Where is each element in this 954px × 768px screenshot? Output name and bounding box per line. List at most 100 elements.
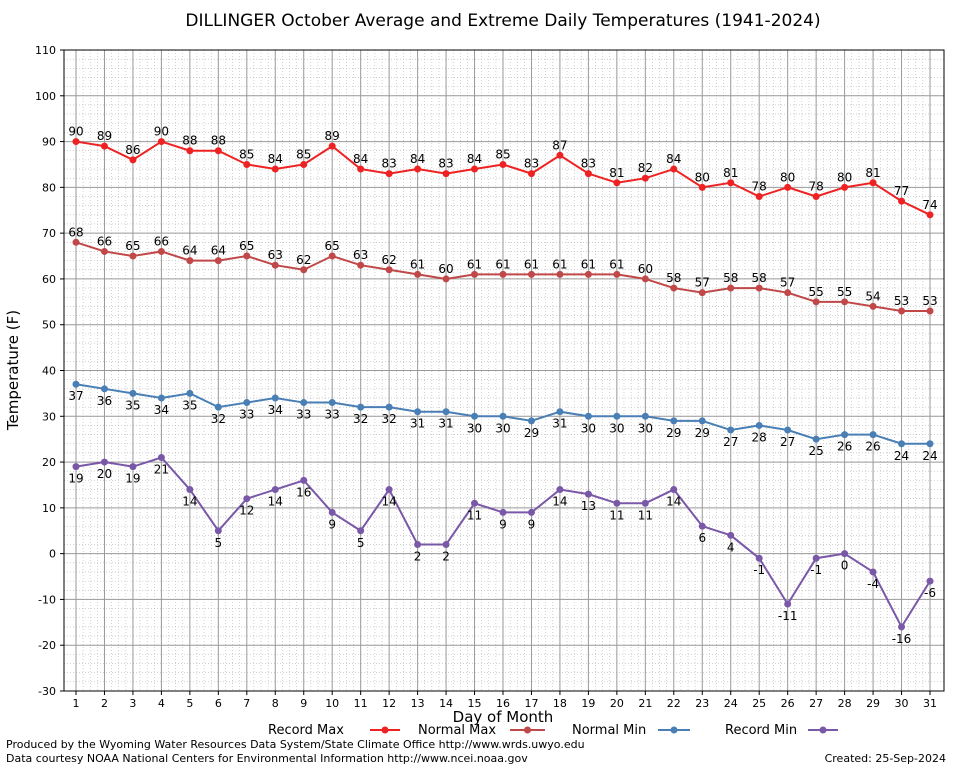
x-tick-label: 2 (101, 697, 108, 710)
data-label: 36 (97, 394, 112, 408)
data-point (385, 266, 393, 274)
data-label: 35 (125, 398, 140, 412)
data-point (186, 486, 194, 494)
data-point (271, 165, 279, 173)
x-tick-label: 15 (468, 697, 482, 710)
x-tick-label: 12 (382, 697, 396, 710)
data-point (157, 453, 165, 461)
data-point (812, 193, 820, 201)
data-label: 31 (410, 417, 425, 431)
data-label: 34 (268, 403, 283, 417)
data-point (471, 412, 479, 420)
data-label: 85 (296, 147, 311, 161)
data-label: 82 (638, 161, 653, 175)
y-tick-label: 80 (42, 181, 56, 194)
y-tick-label: 70 (42, 227, 56, 240)
data-label: 83 (524, 157, 539, 171)
data-point (357, 403, 365, 411)
data-label: 16 (296, 485, 311, 499)
data-label: 65 (125, 239, 140, 253)
data-label: 57 (695, 276, 710, 290)
x-tick-label: 3 (129, 697, 136, 710)
data-point (243, 495, 251, 503)
data-point (812, 298, 820, 306)
data-point (357, 165, 365, 173)
x-tick-label: 27 (809, 697, 823, 710)
data-point (471, 270, 479, 278)
data-label: 61 (581, 257, 596, 271)
data-label: 80 (780, 170, 795, 184)
y-tick-label: 90 (42, 136, 56, 149)
data-point (898, 440, 906, 448)
data-point (755, 193, 763, 201)
legend-marker (819, 726, 827, 734)
x-tick-label: 20 (610, 697, 624, 710)
data-label: 64 (211, 244, 226, 258)
data-point (556, 151, 564, 159)
data-point (556, 486, 564, 494)
data-label: 28 (752, 430, 767, 444)
data-label: -4 (867, 577, 879, 591)
data-point (72, 463, 80, 471)
x-tick-label: 16 (496, 697, 510, 710)
data-point (157, 247, 165, 255)
series-normal-min: 37 36 35 34 35 32 33 34 33 33 32 32 31 31 30 30 29 31 30 30… (68, 380, 938, 463)
data-label: 27 (780, 435, 795, 449)
data-label: 30 (495, 421, 510, 435)
data-point (357, 261, 365, 269)
data-label: 66 (97, 234, 112, 248)
data-point (414, 165, 422, 173)
data-point (300, 266, 308, 274)
data-point (613, 412, 621, 420)
legend-label: Normal Max (418, 723, 496, 738)
plot-frame (63, 49, 945, 692)
data-point (385, 486, 393, 494)
data-label: 14 (552, 495, 567, 509)
data-point (499, 160, 507, 168)
y-tick-label: 30 (42, 410, 56, 423)
data-label: 88 (182, 134, 197, 148)
data-label: 64 (182, 244, 197, 258)
y-tick-label: -10 (38, 593, 56, 606)
data-label: 30 (467, 421, 482, 435)
legend-label: Normal Min (572, 723, 646, 738)
y-tick-label: -20 (38, 639, 56, 652)
data-label: -1 (810, 563, 822, 577)
x-tick-label: 1 (73, 697, 80, 710)
data-label: 61 (609, 257, 624, 271)
series-record-min: 19 20 19 21 14 5 12 14 16 9 5 14 2 2 11 9 9 14 13 11 11 14 6 4 -… (68, 453, 936, 646)
data-label: 11 (467, 508, 482, 522)
data-point (641, 499, 649, 507)
x-tick-label: 22 (667, 697, 681, 710)
data-point (527, 508, 535, 516)
data-label: 60 (638, 262, 653, 276)
data-point (357, 527, 365, 535)
data-label: 62 (381, 253, 396, 267)
data-label: 62 (296, 253, 311, 267)
data-point (527, 170, 535, 178)
data-label: 20 (97, 467, 112, 481)
data-label: 34 (154, 403, 169, 417)
data-point (129, 463, 137, 471)
legend-label: Record Min (725, 723, 797, 738)
data-point (414, 408, 422, 416)
data-point (186, 147, 194, 155)
data-point (271, 261, 279, 269)
data-label: 33 (239, 408, 254, 422)
data-label: 84 (353, 152, 368, 166)
x-tick-label: 30 (895, 697, 909, 710)
x-tick-label: 18 (553, 697, 567, 710)
data-point (157, 394, 165, 402)
data-label: 29 (524, 426, 539, 440)
data-point (129, 252, 137, 260)
data-label: 86 (125, 143, 140, 157)
x-tick-label: 17 (524, 697, 538, 710)
data-point (243, 252, 251, 260)
data-point (186, 389, 194, 397)
data-point (186, 257, 194, 265)
data-point (584, 412, 592, 420)
data-label: 14 (666, 495, 681, 509)
data-point (841, 183, 849, 191)
data-label: 84 (268, 152, 283, 166)
data-point (72, 238, 80, 246)
